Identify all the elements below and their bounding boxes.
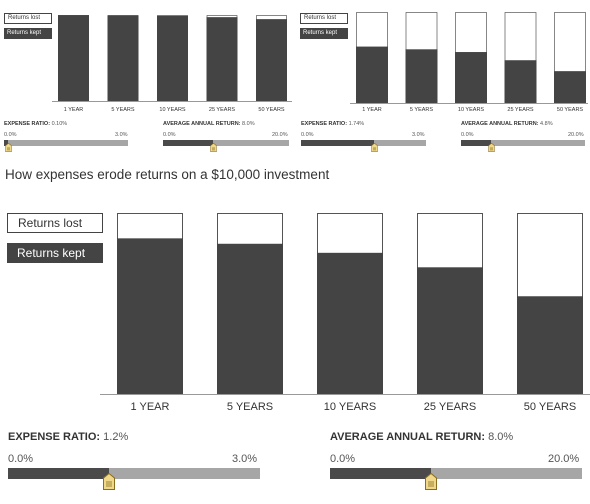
legend-returns-lost: Returns lost [300, 13, 348, 24]
expense-max-label: 3.0% [412, 132, 425, 138]
return-slider-fill [330, 468, 431, 479]
x-tick-label: 1 YEAR [64, 107, 83, 113]
expense-slider-fill [4, 140, 8, 146]
bar-returns-kept [554, 71, 586, 103]
chart-panel-large: Returns lost Returns kept 1 YEAR 5 YEARS 1… [0, 200, 590, 504]
slider-thumb-handle[interactable] [425, 472, 437, 491]
annual-return-slider[interactable] [163, 140, 289, 152]
return-max-label: 20.0% [568, 132, 584, 138]
bar-returns-kept [417, 267, 483, 394]
expense-min-label: 0.0% [4, 132, 17, 138]
bar-chart: 1 YEAR 5 YEARS 10 YEARS 25 YEARS 50 YEARS [100, 213, 590, 413]
expense-ratio-slider[interactable] [4, 140, 128, 152]
legend-returns-lost: Returns lost [4, 13, 52, 24]
expense-ratio-slider[interactable] [8, 468, 260, 491]
bar-returns-kept [217, 243, 283, 394]
expense-ratio-label: EXPENSE RATIO: [8, 431, 101, 443]
expense-min-label: 0.0% [8, 453, 34, 465]
x-tick-label: 5 YEARS [111, 107, 134, 113]
x-tick-label: 10 YEARS [324, 401, 376, 413]
expense-ratio-label: EXPENSE RATIO: [4, 121, 51, 127]
x-tick-label: 5 YEARS [410, 107, 433, 113]
chart-title: How expenses erode returns on a $10,000 … [5, 167, 330, 182]
annual-return-label: AVERAGE ANNUAL RETURN: [163, 121, 241, 127]
annual-return-slider[interactable] [461, 140, 585, 152]
chart-panel-small-right: Returns lost Returns kept 1 YEAR 5 YEARS 1… [296, 0, 590, 160]
bar-returns-kept [455, 52, 487, 103]
return-max-label: 20.0% [272, 132, 288, 138]
return-max-label: 20.0% [548, 453, 580, 465]
annual-return-slider[interactable] [330, 468, 582, 491]
chart-panel-small-left: Returns lost Returns kept 1 YEAR 5 YEARS 1… [0, 0, 295, 160]
expense-ratio-row: EXPENSE RATIO: 1.74% [301, 121, 364, 127]
annual-return-value: 8.0% [242, 121, 255, 127]
x-tick-label: 50 YEARS [524, 401, 576, 413]
expense-slider-fill [8, 468, 109, 479]
expense-ratio-slider[interactable] [301, 140, 426, 152]
x-tick-label: 1 YEAR [131, 401, 170, 413]
x-tick-label: 50 YEARS [557, 107, 584, 113]
x-tick-label: 5 YEARS [227, 401, 273, 413]
bar-returns-kept [517, 296, 583, 394]
bar-chart: 1 YEAR 5 YEARS 10 YEARS 25 YEARS 50 YEARS [52, 15, 292, 113]
bar-returns-kept [117, 238, 183, 394]
return-min-label: 0.0% [330, 453, 356, 465]
expense-ratio-label: EXPENSE RATIO: [301, 121, 348, 127]
return-min-label: 0.0% [163, 132, 176, 138]
x-tick-label: 25 YEARS [209, 107, 236, 113]
x-tick-label: 10 YEARS [159, 107, 186, 113]
expense-min-label: 0.0% [301, 132, 314, 138]
annual-return-row: AVERAGE ANNUAL RETURN: 4.8% [461, 121, 553, 127]
bar-returns-kept [58, 15, 89, 102]
bar-returns-kept [107, 15, 139, 101]
expense-ratio-value: 0.10% [51, 121, 68, 127]
annual-return-value: 8.0% [488, 431, 514, 443]
return-slider-fill [461, 140, 491, 146]
x-tick-label: 10 YEARS [458, 107, 485, 113]
legend-returns-kept: Returns kept [300, 28, 348, 39]
expense-ratio-row: EXPENSE RATIO: 0.10% [4, 121, 67, 127]
expense-max-label: 3.0% [115, 132, 128, 138]
bar-returns-kept [206, 17, 238, 101]
bar-returns-kept [504, 60, 537, 103]
expense-slider-fill [301, 140, 374, 146]
bar-returns-kept [317, 252, 383, 394]
x-tick-label: 50 YEARS [258, 107, 285, 113]
legend-returns-lost: Returns lost [7, 213, 103, 233]
expense-ratio-row: EXPENSE RATIO: 1.2% [8, 431, 128, 443]
annual-return-value: 4.8% [540, 121, 553, 127]
slider-thumb-handle[interactable] [487, 142, 495, 152]
bar-returns-kept [157, 15, 188, 101]
annual-return-label: AVERAGE ANNUAL RETURN: [330, 431, 486, 443]
bar-returns-kept [405, 49, 438, 103]
x-tick-label: 25 YEARS [424, 401, 476, 413]
expense-max-label: 3.0% [232, 453, 258, 465]
return-slider-fill [163, 140, 213, 146]
x-tick-label: 1 YEAR [362, 107, 381, 113]
slider-thumb-handle[interactable] [370, 142, 378, 152]
bar-returns-kept [356, 46, 388, 103]
bar-chart: 1 YEAR 5 YEARS 10 YEARS 25 YEARS 50 YEARS [350, 12, 588, 113]
legend-returns-kept: Returns kept [4, 28, 52, 39]
expense-ratio-value: 1.2% [103, 431, 129, 443]
bar-returns-kept [256, 19, 287, 102]
legend-returns-kept: Returns kept [7, 243, 103, 263]
annual-return-row: AVERAGE ANNUAL RETURN: 8.0% [330, 431, 513, 443]
x-tick-label: 25 YEARS [507, 107, 534, 113]
annual-return-row: AVERAGE ANNUAL RETURN: 8.0% [163, 121, 255, 127]
annual-return-label: AVERAGE ANNUAL RETURN: [461, 121, 539, 127]
slider-thumb-handle[interactable] [103, 472, 115, 491]
slider-thumb-handle[interactable] [4, 142, 12, 152]
slider-thumb-handle[interactable] [209, 142, 217, 152]
expense-ratio-value: 1.74% [348, 121, 365, 127]
return-min-label: 0.0% [461, 132, 474, 138]
